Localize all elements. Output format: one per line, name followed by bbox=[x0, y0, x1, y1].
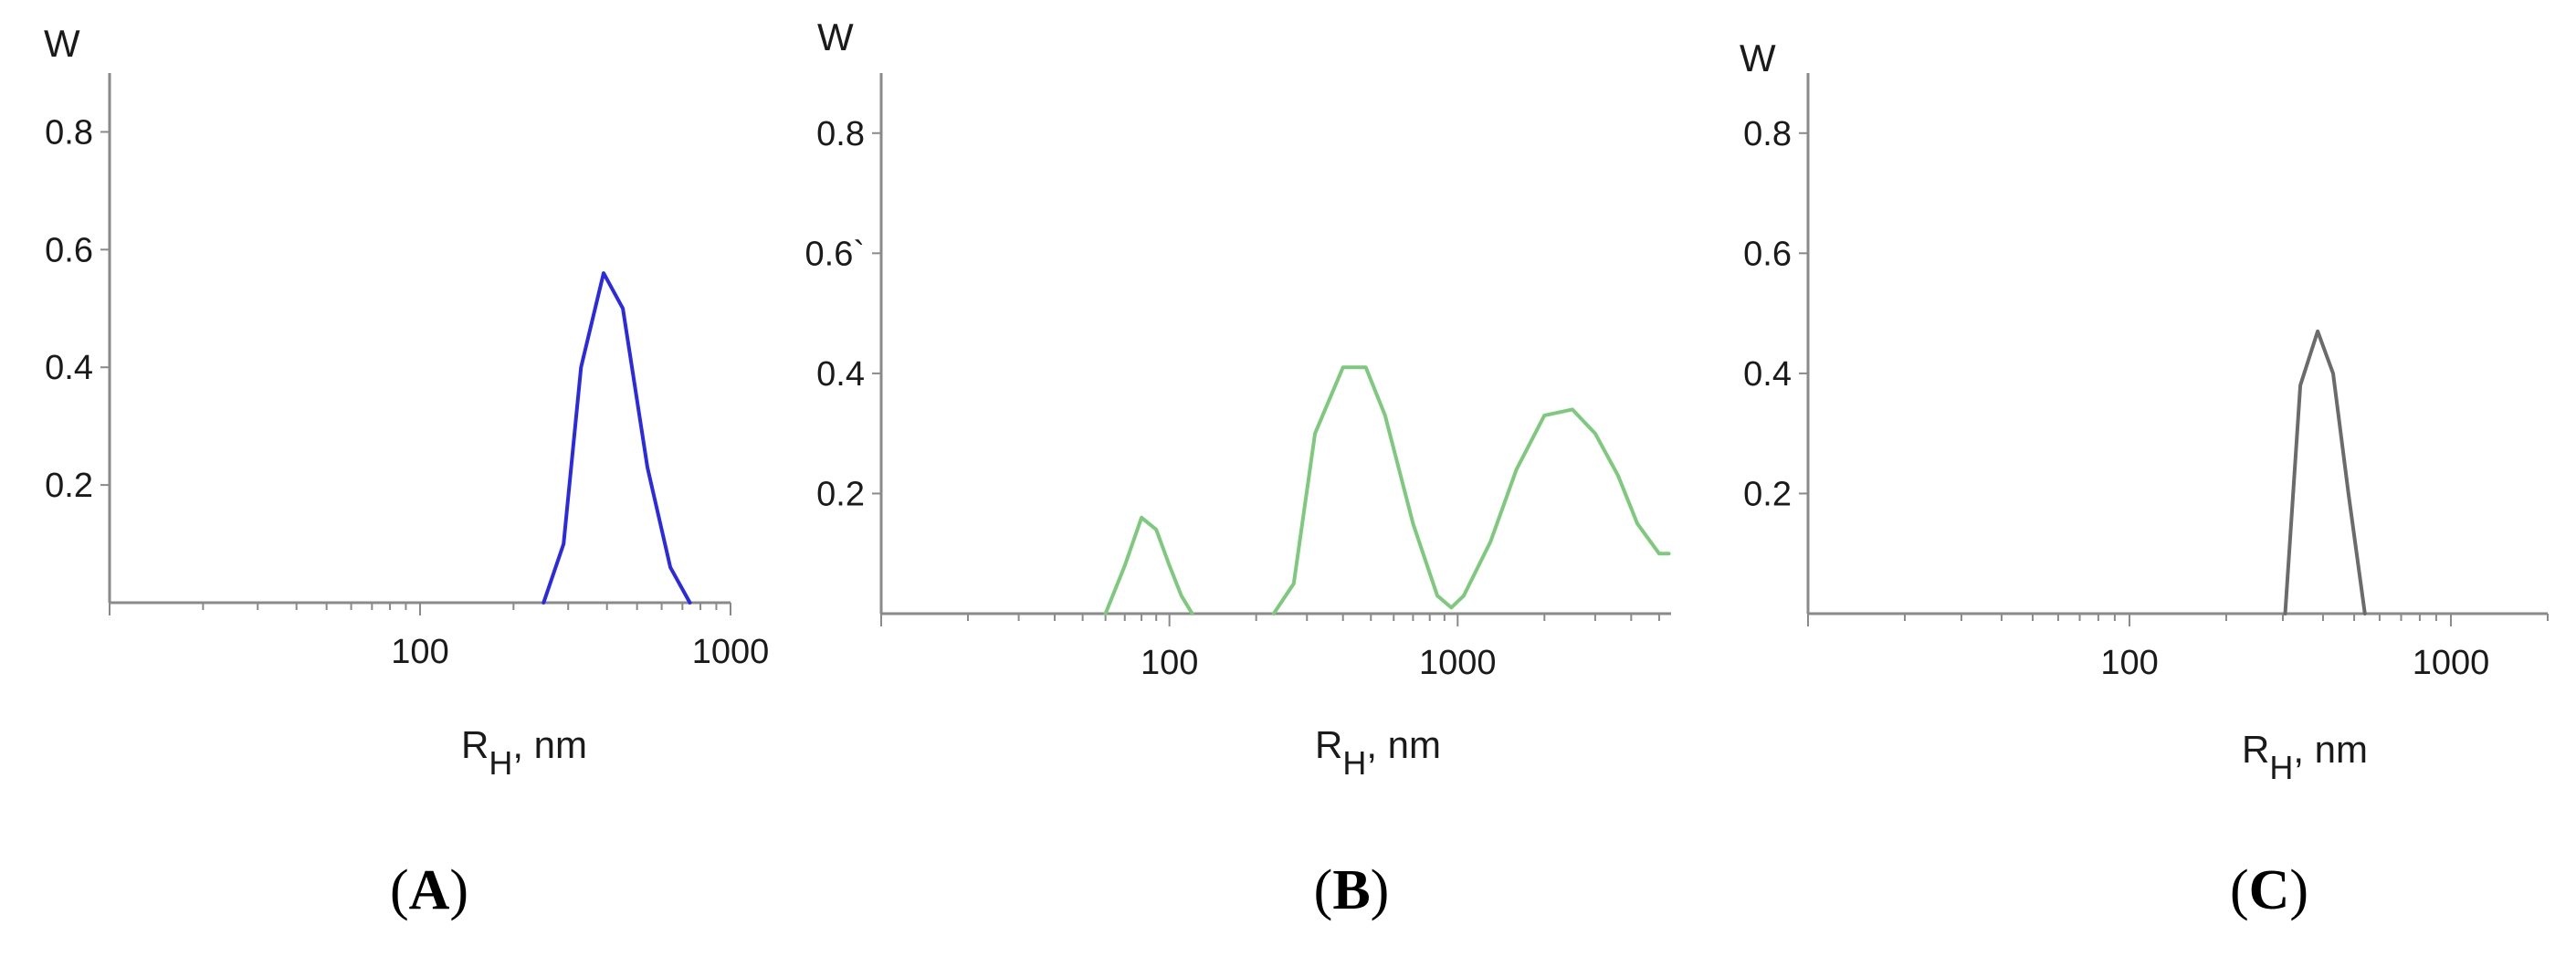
x-axis-title-unit: , nm bbox=[512, 723, 587, 766]
y-tick-label: 0.4 bbox=[816, 355, 865, 394]
x-axis-title: RH, nm bbox=[2242, 728, 2368, 786]
y-tick-label: 0.2 bbox=[816, 475, 865, 513]
x-tick-label: 100 bbox=[2100, 644, 2158, 682]
x-tick-label: 100 bbox=[391, 633, 448, 671]
x-axis-title-main: R bbox=[1315, 723, 1342, 766]
x-axis-title-subscript: H bbox=[489, 744, 512, 782]
series-line bbox=[541, 271, 692, 605]
x-axis-title: RH, nm bbox=[1315, 723, 1441, 782]
x-axis-title-subscript: H bbox=[2269, 749, 2293, 786]
y-axis-title: W bbox=[1740, 37, 1776, 79]
y-axis-title: W bbox=[44, 22, 80, 65]
y-tick-label: 0.2 bbox=[1743, 475, 1792, 513]
x-axis-title-main: R bbox=[461, 723, 489, 766]
panel-label-close-paren: ) bbox=[2289, 859, 2308, 921]
chart-panel-a: 0.2 0.4 0.6 0.8 100 1000 W RH, nm (A) bbox=[44, 22, 769, 921]
chart-panel-b: 0.2 0.4 0.6` 0.8 100 1000 W RH, nm (B) bbox=[805, 16, 1671, 921]
panel-label: (C) bbox=[2230, 859, 2308, 921]
series-line bbox=[1103, 515, 1194, 615]
y-axis-title: W bbox=[817, 16, 854, 58]
panel-label-letter: B bbox=[1332, 859, 1370, 921]
x-tick-label: 1000 bbox=[1419, 644, 1497, 682]
panel-label-close-paren: ) bbox=[449, 859, 468, 921]
x-axis-title-unit: , nm bbox=[1366, 723, 1441, 766]
y-tick-label: 0.6 bbox=[45, 231, 93, 269]
panel-label: (B) bbox=[1314, 859, 1390, 921]
x-tick-label: 100 bbox=[1141, 644, 1198, 682]
x-axis-title-subscript: H bbox=[1342, 744, 1366, 782]
y-tick-label: 0.8 bbox=[45, 113, 93, 152]
x-axis-title: RH, nm bbox=[461, 723, 587, 782]
panel-label-close-paren: ) bbox=[1371, 859, 1390, 921]
y-tick-label: 0.4 bbox=[1743, 355, 1792, 394]
chart-panel-c: 0.2 0.4 0.6 0.8 100 1000 W RH, nm (C) bbox=[1740, 37, 2549, 921]
panel-label-letter: C bbox=[2249, 859, 2290, 921]
y-tick-label: 0.6 bbox=[1743, 235, 1792, 273]
panel-label-open-paren: ( bbox=[2230, 859, 2249, 921]
panel-label: (A) bbox=[390, 859, 468, 921]
panel-label-open-paren: ( bbox=[1314, 859, 1333, 921]
x-tick-label: 1000 bbox=[692, 633, 770, 671]
y-tick-label: 0.2 bbox=[45, 467, 93, 505]
y-tick-label: 0.8 bbox=[1743, 115, 1792, 153]
panel-label-open-paren: ( bbox=[390, 859, 409, 921]
panel-label-letter: A bbox=[409, 859, 450, 921]
series-line bbox=[1271, 365, 1466, 615]
series-line bbox=[2283, 329, 2367, 615]
x-tick-label: 1000 bbox=[2413, 644, 2490, 682]
series-line bbox=[1462, 407, 1671, 598]
x-axis-title-unit: , nm bbox=[2293, 728, 2368, 771]
y-tick-label: 0.6` bbox=[805, 235, 865, 273]
x-axis-title-main: R bbox=[2242, 728, 2269, 771]
y-tick-label: 0.4 bbox=[45, 349, 93, 387]
y-tick-label: 0.8 bbox=[816, 115, 865, 153]
